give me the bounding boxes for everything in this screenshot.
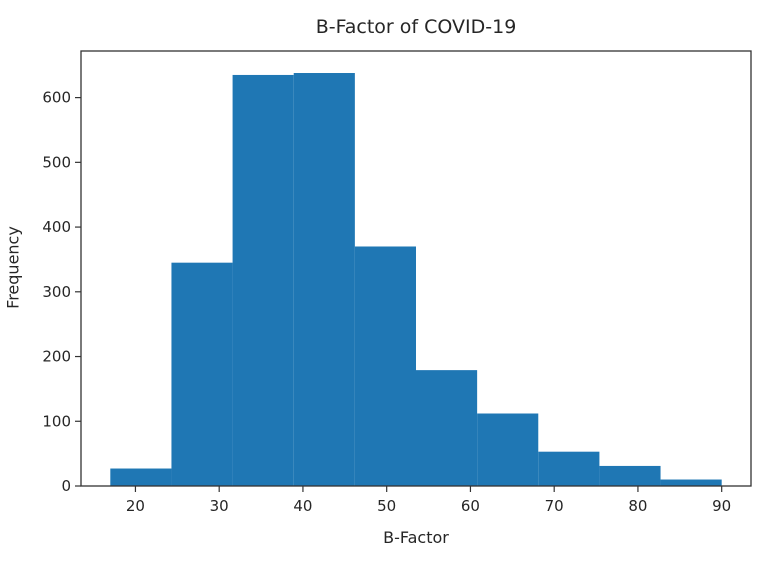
histogram-bar xyxy=(232,74,294,486)
x-tick-label: 90 xyxy=(712,497,731,515)
x-tick-label: 40 xyxy=(293,497,312,515)
histogram-bar xyxy=(599,465,661,486)
x-tick-label: 20 xyxy=(126,497,145,515)
y-axis-ticks: 0 100 200 300 400 500 600 xyxy=(42,89,81,495)
y-tick-label: 100 xyxy=(42,412,71,430)
x-tick-label: 70 xyxy=(545,497,564,515)
histogram-bar xyxy=(477,413,539,486)
histogram-bar xyxy=(416,370,478,486)
chart-title: B-Factor of COVID-19 xyxy=(315,16,517,38)
x-tick-label: 30 xyxy=(210,497,229,515)
y-tick-label: 200 xyxy=(42,348,71,366)
y-tick-label: 300 xyxy=(42,283,71,301)
histogram-bar xyxy=(660,479,722,486)
histogram-bar xyxy=(354,246,416,486)
y-tick-label: 600 xyxy=(42,89,71,107)
x-axis-ticks: 20 30 40 50 60 70 80 90 xyxy=(126,486,731,515)
histogram-bars xyxy=(110,73,722,487)
histogram-bar xyxy=(538,451,600,486)
histogram-bar xyxy=(110,468,172,486)
histogram-bar xyxy=(293,73,355,487)
x-tick-label: 50 xyxy=(377,497,396,515)
plot-frame xyxy=(80,50,752,487)
y-tick-label: 500 xyxy=(42,153,71,171)
histogram-bar xyxy=(171,262,233,486)
x-tick-label: 60 xyxy=(461,497,480,515)
y-tick-label: 0 xyxy=(61,477,71,495)
y-tick-label: 400 xyxy=(42,218,71,236)
x-tick-label: 80 xyxy=(628,497,647,515)
x-axis-label: B-Factor xyxy=(383,528,449,547)
